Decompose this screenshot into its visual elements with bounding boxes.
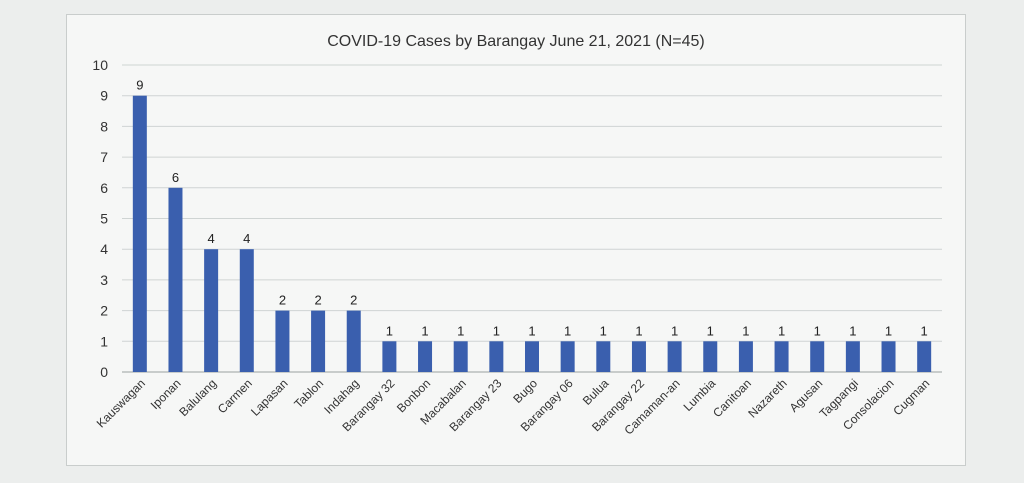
- x-tick-label: Bugo: [510, 376, 540, 406]
- bar: [631, 341, 646, 372]
- bar: [275, 310, 290, 372]
- chart-container: COVID-19 Cases by Barangay June 21, 2021…: [66, 14, 966, 466]
- bar: [810, 341, 825, 372]
- x-tick-label: Kauswagan: [94, 376, 148, 430]
- y-tick-label: 1: [100, 333, 108, 349]
- y-tick-label: 10: [92, 57, 108, 73]
- bar: [596, 341, 611, 372]
- y-tick-label: 9: [100, 88, 108, 104]
- bar: [346, 310, 361, 372]
- bar: [311, 310, 326, 372]
- y-tick-label: 4: [100, 241, 108, 257]
- data-label: 1: [671, 323, 678, 338]
- data-label: 2: [350, 293, 357, 308]
- bar: [168, 187, 183, 372]
- data-label: 1: [421, 323, 428, 338]
- data-label: 1: [635, 323, 642, 338]
- bar: [382, 341, 397, 372]
- bar: [453, 341, 468, 372]
- data-label: 4: [208, 231, 215, 246]
- data-label: 1: [457, 323, 464, 338]
- bar: [239, 249, 254, 372]
- data-label: 1: [600, 323, 607, 338]
- data-label: 1: [386, 323, 393, 338]
- bar: [774, 341, 789, 372]
- data-label: 1: [493, 323, 500, 338]
- y-tick-label: 2: [100, 303, 108, 319]
- x-tick-label: Cugman: [890, 376, 932, 418]
- data-label: 1: [849, 323, 856, 338]
- data-label: 6: [172, 170, 179, 185]
- data-label: 2: [314, 293, 321, 308]
- bar: [881, 341, 896, 372]
- bar: [560, 341, 575, 372]
- x-tick-label: Nazareth: [745, 376, 789, 420]
- bar: [917, 341, 932, 372]
- bar: [738, 341, 753, 372]
- bar-chart: 0123456789109Kauswagan6Iponan4Balulang4C…: [92, 57, 942, 438]
- bar: [489, 341, 504, 372]
- bar: [418, 341, 433, 372]
- x-tick-label: Lapasan: [248, 376, 290, 418]
- y-tick-label: 3: [100, 272, 108, 288]
- x-tick-label: Balulang: [176, 376, 219, 419]
- data-label: 1: [707, 323, 714, 338]
- data-label: 1: [885, 323, 892, 338]
- bar: [525, 341, 539, 372]
- x-tick-label: Bulua: [580, 376, 612, 408]
- y-tick-label: 6: [100, 180, 108, 196]
- y-tick-label: 7: [100, 149, 108, 165]
- y-tick-label: 8: [100, 118, 108, 134]
- chart-title: COVID-19 Cases by Barangay June 21, 2021…: [327, 33, 705, 50]
- data-label: 1: [814, 323, 821, 338]
- data-label: 1: [742, 323, 749, 338]
- data-label: 2: [279, 293, 286, 308]
- y-tick-label: 0: [100, 364, 108, 380]
- data-label: 9: [136, 78, 143, 93]
- bar: [845, 341, 860, 372]
- data-label: 1: [921, 323, 928, 338]
- y-tick-label: 5: [100, 211, 108, 227]
- data-label: 1: [564, 323, 571, 338]
- data-label: 4: [243, 231, 250, 246]
- bar: [204, 249, 219, 372]
- bar: [132, 95, 147, 372]
- bar: [703, 341, 718, 372]
- bar: [667, 341, 682, 372]
- data-label: 1: [778, 323, 785, 338]
- data-label: 1: [528, 323, 535, 338]
